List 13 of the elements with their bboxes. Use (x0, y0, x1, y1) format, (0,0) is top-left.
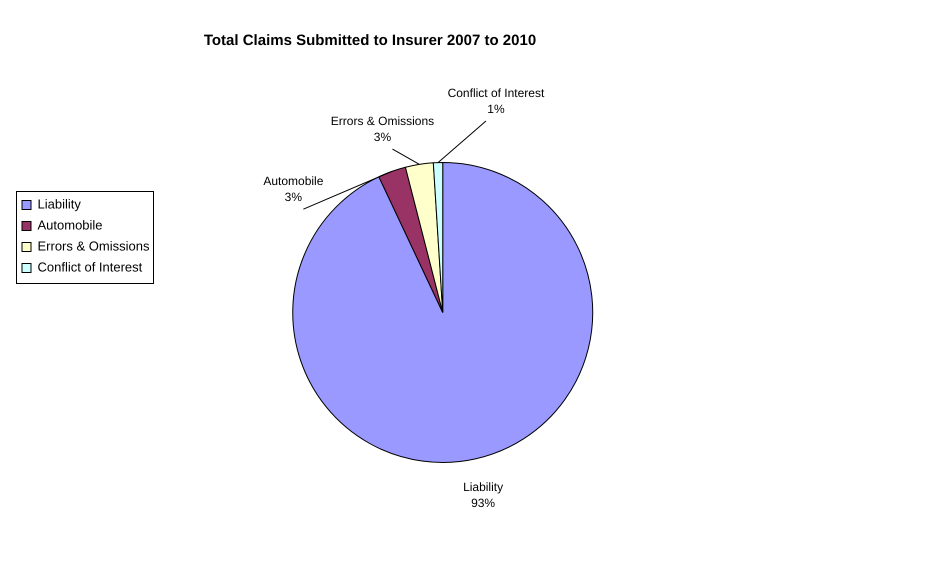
data-label: 3% (284, 190, 302, 204)
data-label: 1% (487, 102, 505, 116)
slice-label: Liability (463, 480, 504, 494)
data-label: 93% (471, 496, 496, 510)
legend-label: Liability (38, 196, 82, 212)
data-label: 3% (374, 130, 392, 144)
slice-label: Errors & Omissions (330, 114, 434, 128)
slice-label: Conflict of Interest (448, 86, 545, 100)
legend-label: Errors & Omissions (38, 238, 150, 254)
legend-label: Automobile (38, 218, 103, 233)
legend-label: Conflict of Interest (38, 260, 143, 275)
slice-label: Automobile (263, 174, 324, 188)
chart-title: Total Claims Submitted to Insurer 2007 to 2010 (204, 32, 536, 50)
